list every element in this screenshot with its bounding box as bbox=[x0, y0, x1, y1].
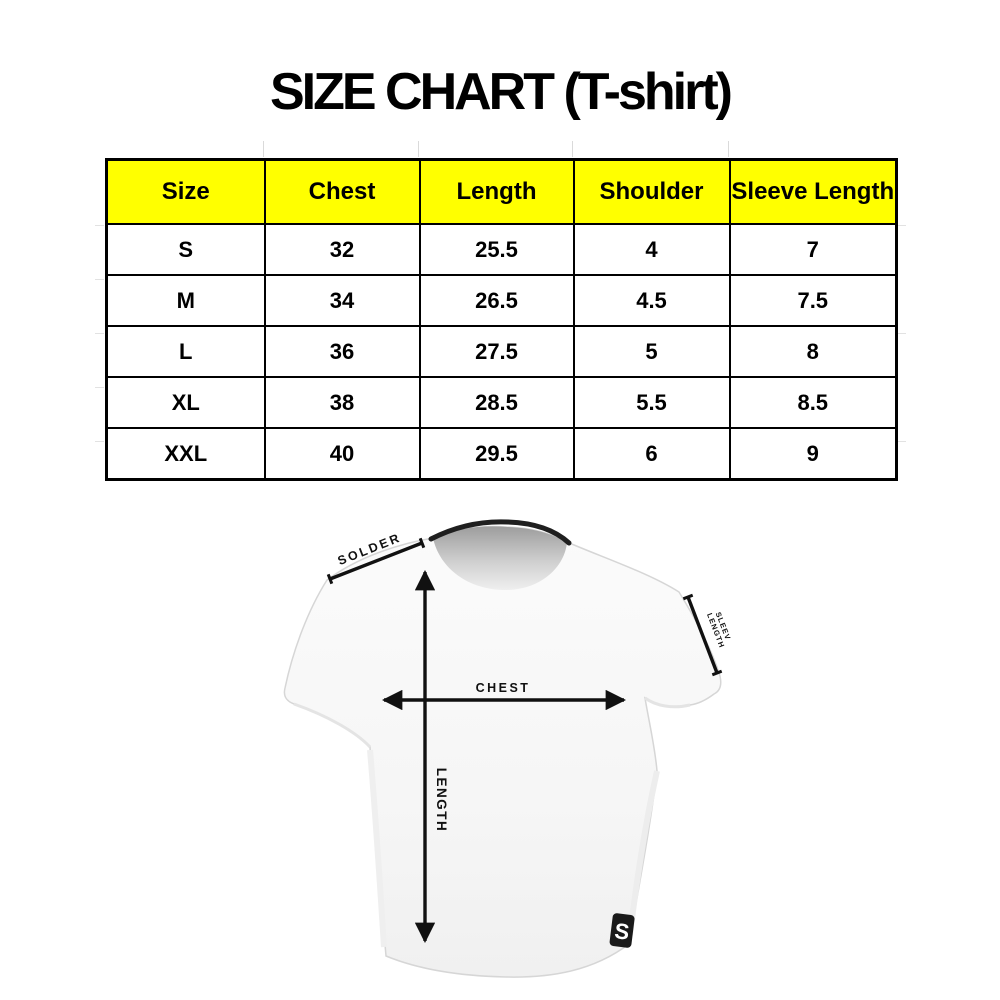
gridline-stub bbox=[263, 141, 264, 157]
cell-size: XXL bbox=[105, 427, 266, 481]
cell-length: 26.5 bbox=[418, 274, 575, 327]
brand-tag: S bbox=[609, 913, 635, 948]
brand-tag-letter: S bbox=[613, 918, 631, 945]
cell-chest: 36 bbox=[263, 325, 421, 378]
page-title: SIZE CHART (T-shirt) bbox=[270, 63, 733, 121]
cell-size: M bbox=[105, 274, 266, 327]
cell-chest: 34 bbox=[263, 274, 421, 327]
gridline-stub bbox=[897, 333, 906, 334]
gridline-stub bbox=[897, 441, 906, 442]
sleeve-dimension-line bbox=[682, 593, 723, 677]
table-row: M 34 26.5 4.5 7.5 bbox=[105, 274, 898, 327]
cell-size: XL bbox=[105, 376, 266, 429]
cell-length: 28.5 bbox=[418, 376, 575, 429]
tshirt-body bbox=[283, 525, 722, 978]
cell-shoulder: 6 bbox=[572, 427, 731, 481]
table-row: XL 38 28.5 5.5 8.5 bbox=[105, 376, 898, 429]
gridline-stub bbox=[95, 279, 104, 280]
gridline-stub bbox=[95, 387, 104, 388]
sleeve-seam-left bbox=[293, 702, 372, 749]
sleeve-seam-right bbox=[644, 696, 691, 709]
neck-opening bbox=[433, 526, 567, 591]
length-label: LENGTH bbox=[434, 768, 449, 833]
cell-shoulder: 4 bbox=[572, 223, 731, 276]
cell-sleeve-length: 7.5 bbox=[728, 274, 898, 327]
cell-sleeve-length: 8 bbox=[728, 325, 898, 378]
cell-sleeve-length: 7 bbox=[728, 223, 898, 276]
table-row: L 36 27.5 5 8 bbox=[105, 325, 898, 378]
cell-sleeve-length: 8.5 bbox=[728, 376, 898, 429]
gridline-stub bbox=[95, 333, 104, 334]
collar bbox=[428, 519, 572, 546]
gridline-stub bbox=[95, 225, 104, 226]
cell-chest: 38 bbox=[263, 376, 421, 429]
gridline-stub bbox=[897, 225, 906, 226]
table-row: XXL 40 29.5 6 9 bbox=[105, 427, 898, 481]
cell-length: 27.5 bbox=[418, 325, 575, 378]
body-shade-left bbox=[367, 749, 387, 948]
tshirt-illustration: LENGTH CHEST SOLDER SLEEV LENGTH S bbox=[268, 515, 736, 993]
cell-shoulder: 4.5 bbox=[572, 274, 731, 327]
cell-sleeve-length: 9 bbox=[728, 427, 898, 481]
chest-label: CHEST bbox=[476, 681, 531, 695]
header-cell-shoulder: Shoulder bbox=[572, 158, 731, 225]
sleeve-label: SLEEV LENGTH bbox=[705, 609, 735, 650]
cell-shoulder: 5 bbox=[572, 325, 731, 378]
gridline-stub bbox=[728, 141, 729, 157]
gridline-stub bbox=[95, 441, 104, 442]
cell-size: L bbox=[105, 325, 266, 378]
cell-chest: 32 bbox=[263, 223, 421, 276]
table-header-row: Size Chest Length Shoulder Sleeve Length bbox=[105, 158, 898, 225]
header-cell-chest: Chest bbox=[263, 158, 421, 225]
shoulder-dimension-line bbox=[326, 537, 426, 585]
gridline-stub bbox=[418, 141, 419, 157]
cell-length: 25.5 bbox=[418, 223, 575, 276]
size-chart-table: Size Chest Length Shoulder Sleeve Length… bbox=[105, 158, 898, 481]
cell-size: S bbox=[105, 223, 266, 276]
cell-chest: 40 bbox=[263, 427, 421, 481]
cell-length: 29.5 bbox=[418, 427, 575, 481]
header-cell-size: Size bbox=[105, 158, 266, 225]
cell-shoulder: 5.5 bbox=[572, 376, 731, 429]
gridline-stub bbox=[572, 141, 573, 157]
table-row: S 32 25.5 4 7 bbox=[105, 223, 898, 276]
header-cell-sleeve-length: Sleeve Length bbox=[728, 158, 898, 225]
header-cell-length: Length bbox=[418, 158, 575, 225]
